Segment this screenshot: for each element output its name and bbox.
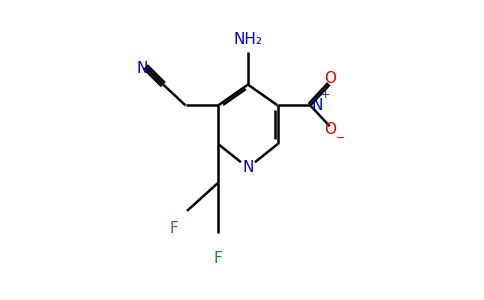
Text: N: N	[312, 98, 323, 113]
Text: O: O	[324, 71, 336, 86]
Circle shape	[240, 160, 256, 176]
Text: F: F	[214, 251, 223, 266]
Text: F: F	[169, 221, 178, 236]
Text: +: +	[321, 90, 330, 100]
Text: NH₂: NH₂	[233, 32, 262, 47]
Text: O: O	[324, 122, 336, 137]
Text: N: N	[137, 61, 148, 76]
Text: N: N	[242, 160, 254, 175]
Text: −: −	[335, 133, 345, 143]
Text: N: N	[242, 160, 254, 175]
